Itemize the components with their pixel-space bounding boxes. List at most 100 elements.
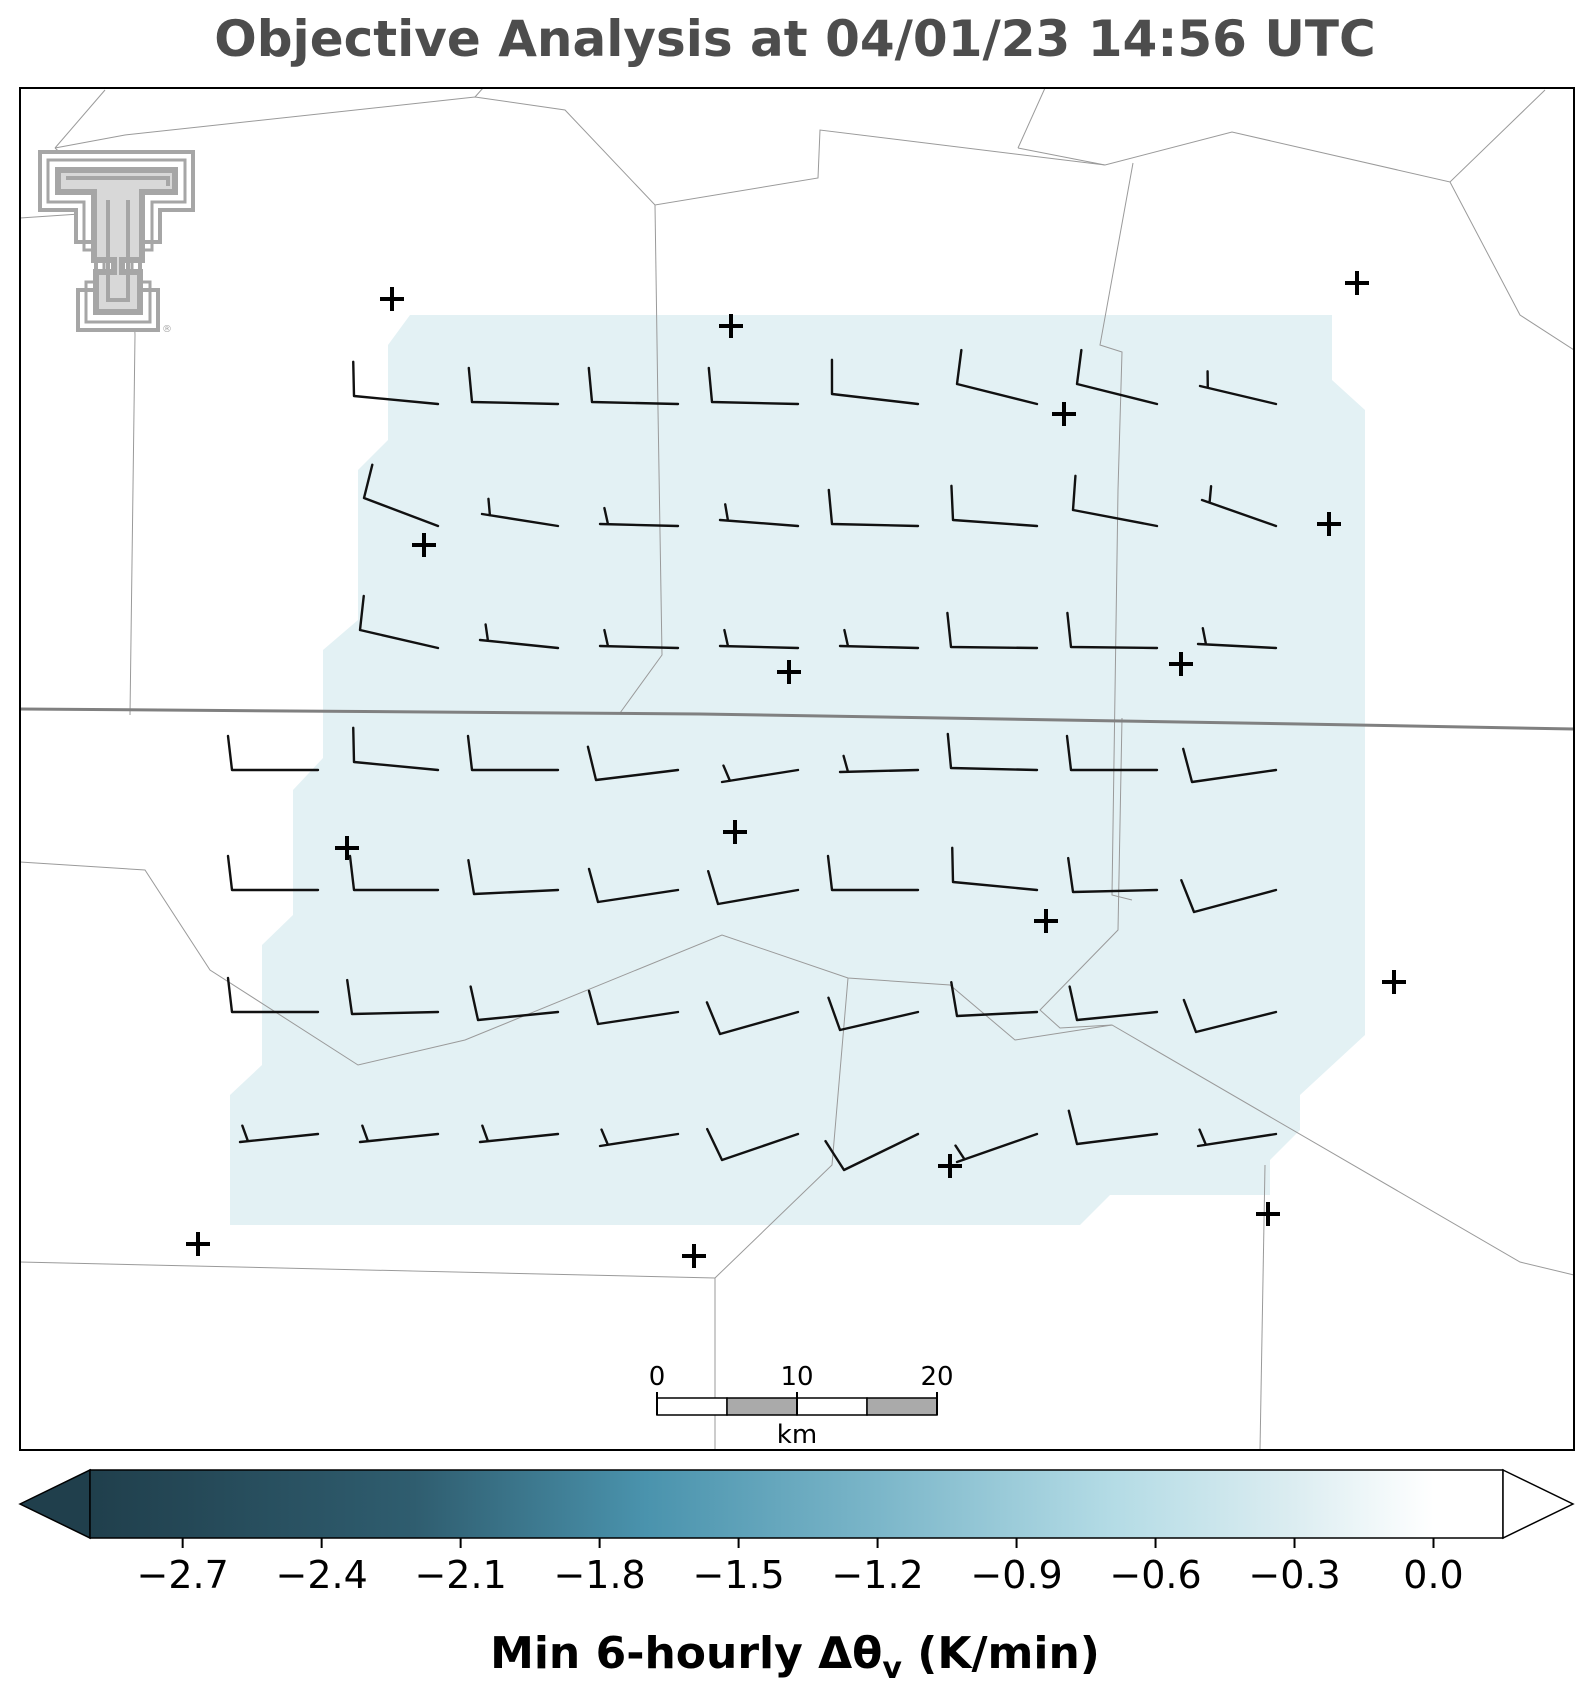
colorbar-extend-min: [18, 1468, 91, 1540]
colorbar-tick-label: −0.3: [1248, 1553, 1340, 1597]
map-frame: [19, 87, 1575, 1451]
colorbar-tick-label: −1.8: [553, 1553, 645, 1597]
wind-barb: [1200, 485, 1278, 528]
wind-barb: [950, 484, 1039, 528]
wind-barb: [955, 348, 1039, 406]
wind-barb: [946, 732, 1039, 772]
station-marker: [186, 1232, 210, 1256]
colorbar-label-unit: (K/min): [901, 1628, 1100, 1679]
wind-barb: [1182, 998, 1278, 1034]
scale-unit: km: [777, 1420, 817, 1450]
wind-barb: [348, 854, 440, 892]
scale-tick-20: 20: [920, 1362, 953, 1392]
wind-barb: [480, 497, 560, 528]
station-marker: [723, 820, 747, 844]
wind-barb: [1065, 734, 1159, 772]
registered-mark: ®: [162, 324, 172, 335]
station-marker: [938, 1154, 962, 1178]
wind-barb: [1066, 611, 1159, 650]
wind-barb: [707, 366, 800, 406]
wind-barb: [1196, 1128, 1278, 1148]
wind-barb: [827, 488, 920, 528]
colorbar-tick-label: −2.7: [137, 1553, 229, 1597]
wind-barb: [951, 846, 1039, 892]
wind-barb: [1071, 474, 1159, 528]
station-markers: [186, 271, 1406, 1268]
wind-barb: [346, 978, 440, 1016]
wind-barb: [827, 996, 920, 1032]
colorbar-tick-label: −1.2: [831, 1553, 923, 1597]
wind-barb: [830, 358, 920, 406]
wind-barb: [718, 503, 800, 528]
wind-barb: [598, 628, 680, 650]
wind-barb: [1196, 627, 1278, 650]
wind-barb: [1180, 878, 1278, 914]
map-title: Objective Analysis at 04/01/23 14:56 UTC: [214, 10, 1376, 68]
scale-tick-0: 0: [649, 1362, 666, 1392]
wind-barb: [467, 859, 560, 896]
wind-barb: [598, 1128, 680, 1148]
wind-barb: [718, 628, 800, 650]
wind-barb: [1075, 348, 1159, 406]
texas-tech-double-t-logo: ®: [38, 150, 195, 335]
station-marker: [412, 533, 436, 557]
wind-barb: [469, 985, 560, 1022]
colorbar-tick-label: −0.6: [1109, 1553, 1201, 1597]
wind-barbs: [226, 348, 1278, 1172]
colorbar-tick-label: 0.0: [1403, 1553, 1463, 1597]
station-marker: [1169, 652, 1193, 676]
wind-barb: [587, 366, 680, 406]
colorbar-label-subscript: v: [882, 1650, 902, 1686]
wind-barb: [1067, 1109, 1159, 1146]
station-marker: [682, 1244, 706, 1268]
wind-barb: [950, 981, 1039, 1018]
wind-barb: [352, 726, 440, 772]
wind-barb: [826, 854, 920, 892]
colorbar-tick-label: −2.4: [275, 1553, 367, 1597]
wind-barb: [706, 1127, 800, 1162]
wind-barb: [838, 628, 920, 650]
wind-barb: [358, 594, 440, 650]
wind-barb: [705, 1001, 800, 1036]
wind-barb: [238, 1124, 320, 1144]
wind-barb: [478, 1124, 560, 1144]
station-marker: [1382, 970, 1406, 994]
wind-barb: [226, 854, 320, 892]
colorbar-tick-label: −2.1: [414, 1553, 506, 1597]
wind-barb: [1066, 856, 1159, 894]
wind-barb: [954, 1132, 1039, 1164]
wind-barb: [362, 463, 440, 528]
colorbar-ticks: −2.7 −2.4 −2.1 −1.8 −1.5 −1.2 −0.9 −0.6 −0.3 0.0: [137, 1538, 1464, 1597]
station-marker: [1052, 402, 1076, 426]
colorbar-tick-label: −1.5: [692, 1553, 784, 1597]
map-panel: ® 0 10 20 km: [19, 87, 1575, 1451]
wind-barb: [226, 734, 320, 772]
wind-barb: [720, 764, 800, 784]
colorbar-extend-max: [1502, 1468, 1575, 1540]
wind-barb: [586, 745, 680, 782]
station-marker: [1034, 909, 1058, 933]
station-marker: [719, 314, 743, 338]
station-marker: [1345, 271, 1369, 295]
state-boundary: [20, 707, 1574, 731]
wind-barb: [587, 867, 680, 904]
wind-barb: [1182, 747, 1278, 784]
scale-tick-10: 10: [780, 1362, 813, 1392]
station-marker: [777, 660, 801, 684]
station-marker: [1256, 1202, 1280, 1226]
wind-barb: [226, 976, 320, 1014]
wind-barb: [587, 989, 680, 1026]
wind-barb: [1068, 985, 1159, 1022]
wind-barb: [467, 366, 560, 406]
wind-barb: [598, 506, 680, 528]
wind-barb: [358, 1124, 440, 1144]
wind-barb: [466, 734, 560, 772]
wind-barb: [946, 611, 1039, 650]
scale-bar: 0 10 20 km: [649, 1362, 954, 1450]
colorbar-body: [89, 1469, 1504, 1539]
wind-barb: [706, 869, 800, 906]
colorbar-label: Min 6-hourly Δθv (K/min): [0, 1628, 1590, 1686]
station-marker: [380, 287, 404, 311]
station-marker: [1317, 512, 1341, 536]
